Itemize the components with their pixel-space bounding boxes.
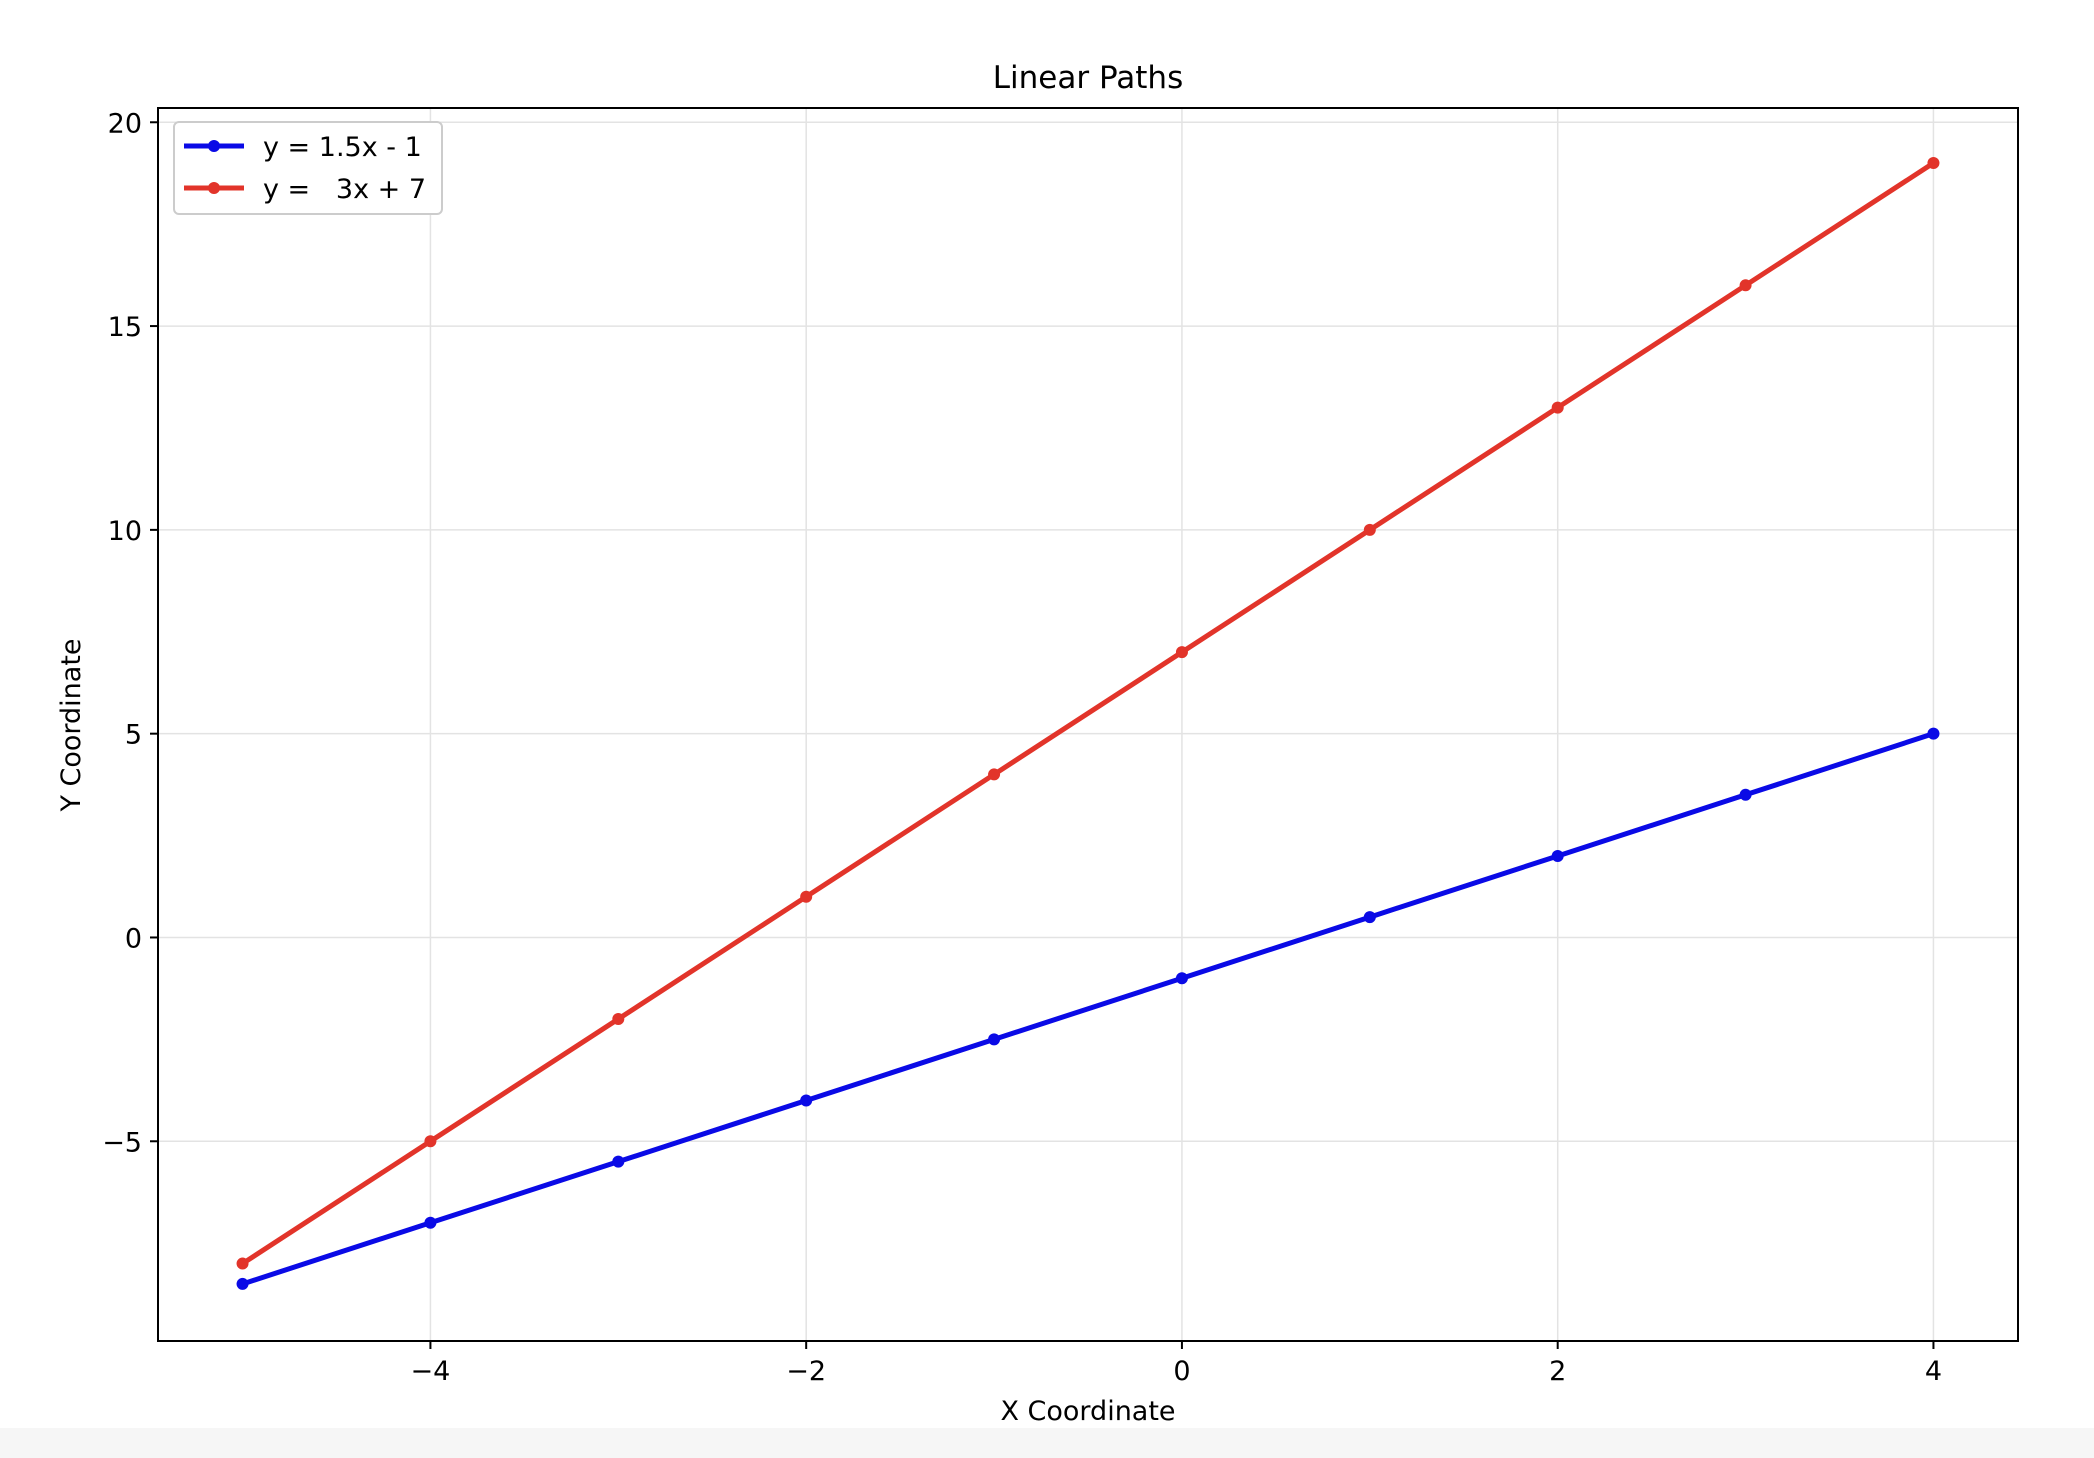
legend-label: y = 3x + 7 — [263, 174, 426, 205]
series-2 — [236, 157, 1940, 1270]
legend-label: y = 1.5x - 1 — [263, 132, 422, 163]
data-point — [1551, 849, 1564, 862]
series-line — [240, 160, 1936, 1267]
y-axis: −5 0 5 10 15 20 — [102, 108, 158, 1158]
series-line — [240, 731, 1936, 1287]
data-point — [1175, 646, 1188, 659]
x-tick-label: −4 — [411, 1356, 451, 1387]
x-tick-label: 0 — [1173, 1356, 1190, 1387]
data-point — [1739, 788, 1752, 801]
y-tick-label: −5 — [102, 1127, 142, 1158]
legend-marker — [208, 182, 220, 194]
y-axis-label: Y Coordinate — [56, 638, 87, 812]
data-point — [1551, 401, 1564, 414]
y-tick-label: 15 — [108, 312, 142, 343]
data-point — [1175, 972, 1188, 985]
data-point — [236, 1257, 249, 1270]
series-layer — [236, 157, 1940, 1290]
legend-item: y = 3x + 7 — [184, 174, 426, 205]
data-point — [236, 1277, 249, 1290]
grid — [158, 108, 2018, 1341]
legend: y = 1.5x - 1 y = 3x + 7 — [173, 121, 443, 215]
chart-title: Linear Paths — [993, 60, 1183, 96]
data-point — [988, 1033, 1001, 1046]
x-tick-label: −2 — [786, 1356, 826, 1387]
x-tick-label: 2 — [1549, 1356, 1566, 1387]
x-tick-label: 4 — [1925, 1356, 1942, 1387]
data-point — [988, 768, 1001, 781]
y-tick-label: 0 — [125, 923, 142, 954]
data-point — [1363, 911, 1376, 924]
plot-frame — [157, 107, 2019, 1342]
bottom-band — [0, 1428, 2094, 1458]
series-1 — [236, 727, 1940, 1290]
y-tick-label: 20 — [108, 108, 142, 139]
y-tick-label: 5 — [125, 720, 142, 751]
data-point — [800, 1094, 813, 1107]
y-tick-label: 10 — [108, 516, 142, 547]
data-point — [612, 1012, 625, 1025]
legend-marker — [208, 140, 220, 152]
x-axis-label: X Coordinate — [1000, 1396, 1175, 1427]
data-point — [1927, 727, 1940, 740]
legend-item: y = 1.5x - 1 — [184, 132, 422, 163]
data-point — [424, 1135, 437, 1148]
data-point — [424, 1216, 437, 1229]
data-point — [1739, 279, 1752, 292]
data-point — [800, 890, 813, 903]
x-axis: −4 −2 0 2 4 — [411, 1341, 1942, 1387]
data-point — [1927, 157, 1940, 170]
data-point — [1363, 523, 1376, 536]
data-point — [612, 1155, 625, 1168]
